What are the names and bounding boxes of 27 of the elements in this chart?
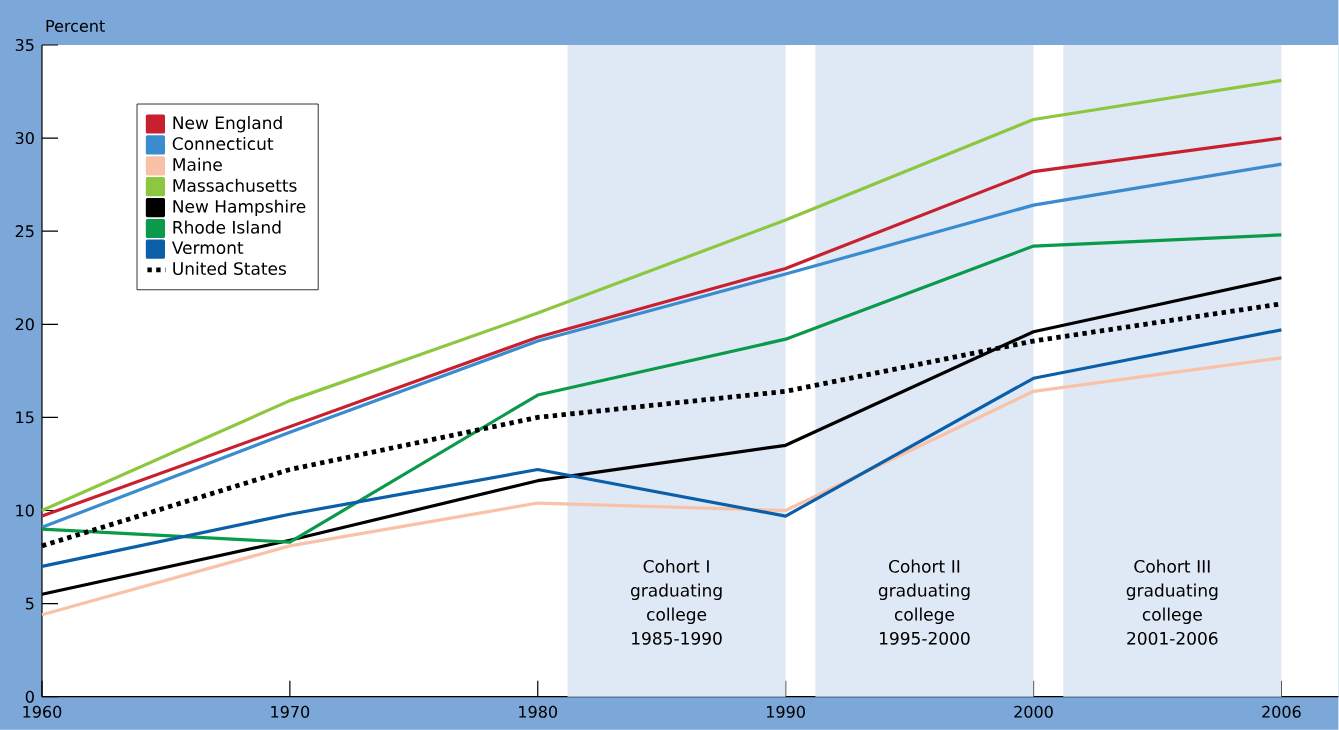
band-label: Cohort II graduating college 1995-2000 (878, 559, 970, 645)
y-axis-title: Percent (46, 20, 105, 33)
x-tick-label: 1980 (519, 705, 558, 718)
legend-label: Rhode Island (173, 220, 281, 234)
x-tick-label: 1990 (767, 705, 805, 718)
legend-label: Connecticut (172, 137, 274, 151)
y-tick-label: 25 (15, 225, 34, 238)
legend-label: Vermont (171, 241, 244, 255)
band-label: Cohort I graduating college 1985-1990 (630, 559, 722, 645)
band-label: Cohort III graduating college 2001-2006 (1126, 559, 1218, 645)
x-tick-label: 2000 (1014, 705, 1053, 718)
y-tick-label: 35 (15, 39, 34, 52)
x-tick-label: 1960 (23, 705, 62, 718)
legend-label: Maine (173, 157, 222, 172)
legend-label: New Hampshire (173, 199, 306, 217)
y-tick-label: 15 (16, 411, 34, 424)
y-tick-label: 0 (25, 690, 34, 703)
legend-label: United States (173, 262, 287, 276)
x-tick-label: 1970 (271, 705, 310, 718)
legend-label: Massachusetts (173, 178, 297, 193)
y-tick-label: 10 (16, 504, 34, 517)
x-tick-label: 2006 (1262, 705, 1301, 718)
y-tick-label: 20 (15, 318, 34, 331)
line-series (40, 233, 1283, 544)
legend-label: New England (173, 116, 282, 133)
y-tick-label: 30 (15, 132, 34, 145)
y-tick-label: 5 (25, 597, 34, 610)
